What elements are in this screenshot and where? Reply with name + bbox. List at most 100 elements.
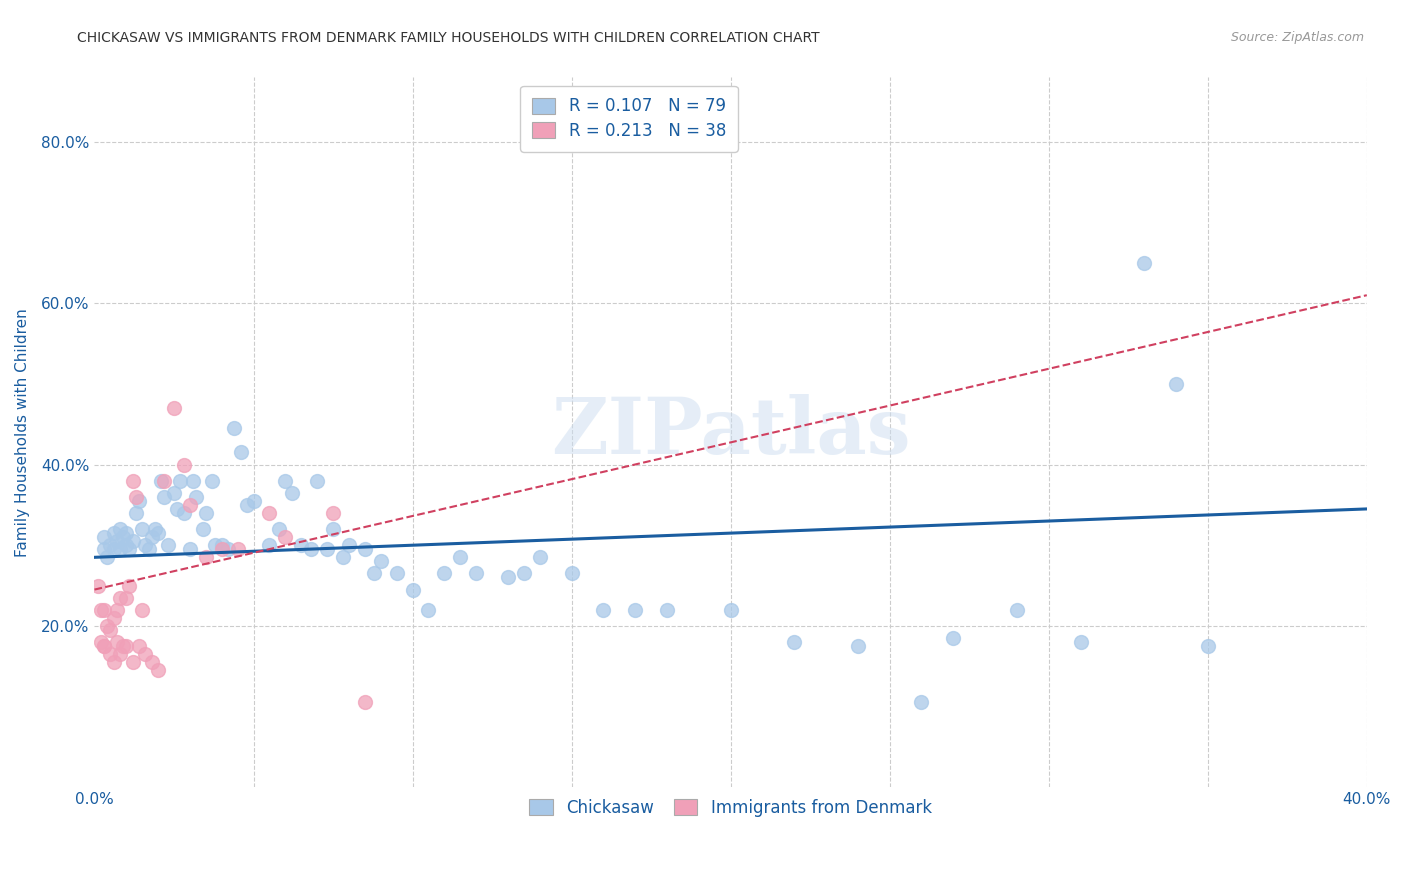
Point: [1164, 376, 1187, 391]
Point: [496, 570, 519, 584]
Point: [141, 530, 163, 544]
Point: [96, 550, 118, 565]
Point: [105, 635, 128, 649]
Point: [385, 566, 408, 581]
Point: [337, 538, 360, 552]
Point: [103, 526, 125, 541]
Point: [90, 635, 112, 649]
Point: [624, 603, 647, 617]
Point: [783, 635, 806, 649]
Point: [150, 474, 173, 488]
Point: [156, 538, 179, 552]
Point: [163, 401, 186, 416]
Point: [115, 639, 138, 653]
Point: [121, 655, 143, 669]
Point: [93, 639, 115, 653]
Point: [169, 474, 191, 488]
Point: [125, 490, 148, 504]
Point: [103, 611, 125, 625]
Point: [217, 542, 239, 557]
Point: [146, 526, 169, 541]
Point: [143, 522, 166, 536]
Point: [592, 603, 614, 617]
Point: [465, 566, 488, 581]
Point: [100, 647, 122, 661]
Point: [322, 522, 344, 536]
Point: [655, 603, 678, 617]
Point: [332, 550, 354, 565]
Point: [226, 542, 249, 557]
Point: [307, 474, 329, 488]
Point: [105, 534, 128, 549]
Point: [942, 631, 965, 645]
Point: [229, 445, 252, 459]
Point: [93, 639, 115, 653]
Point: [561, 566, 583, 581]
Point: [141, 655, 163, 669]
Text: CHICKASAW VS IMMIGRANTS FROM DENMARK FAMILY HOUSEHOLDS WITH CHILDREN CORRELATION: CHICKASAW VS IMMIGRANTS FROM DENMARK FAM…: [77, 31, 820, 45]
Point: [138, 542, 160, 557]
Point: [118, 542, 141, 557]
Point: [1070, 635, 1092, 649]
Point: [173, 506, 195, 520]
Point: [242, 493, 264, 508]
Point: [115, 591, 138, 605]
Point: [108, 591, 131, 605]
Legend: Chickasaw, Immigrants from Denmark: Chickasaw, Immigrants from Denmark: [522, 790, 941, 825]
Point: [146, 663, 169, 677]
Point: [153, 490, 176, 504]
Point: [105, 603, 128, 617]
Point: [121, 474, 143, 488]
Point: [134, 647, 156, 661]
Point: [1133, 256, 1156, 270]
Point: [86, 578, 108, 592]
Point: [100, 623, 122, 637]
Point: [353, 542, 375, 557]
Point: [211, 538, 233, 552]
Point: [353, 696, 375, 710]
Point: [290, 538, 312, 552]
Point: [112, 530, 135, 544]
Point: [513, 566, 536, 581]
Point: [267, 522, 290, 536]
Point: [401, 582, 423, 597]
Point: [370, 554, 392, 568]
Point: [433, 566, 456, 581]
Point: [259, 538, 281, 552]
Point: [224, 421, 246, 435]
Point: [128, 493, 150, 508]
Point: [173, 458, 195, 472]
Point: [100, 538, 122, 552]
Point: [93, 542, 115, 557]
Point: [125, 506, 148, 520]
Point: [299, 542, 322, 557]
Point: [179, 498, 201, 512]
Point: [131, 522, 153, 536]
Point: [112, 639, 135, 653]
Point: [1005, 603, 1028, 617]
Point: [204, 538, 226, 552]
Point: [274, 474, 297, 488]
Y-axis label: Family Households with Children: Family Households with Children: [15, 308, 30, 557]
Point: [96, 619, 118, 633]
Point: [1197, 639, 1219, 653]
Point: [115, 526, 138, 541]
Point: [103, 655, 125, 669]
Point: [163, 485, 186, 500]
Point: [418, 603, 440, 617]
Point: [846, 639, 869, 653]
Point: [108, 647, 131, 661]
Point: [194, 550, 217, 565]
Point: [191, 522, 214, 536]
Point: [131, 603, 153, 617]
Point: [118, 578, 141, 592]
Point: [449, 550, 471, 565]
Point: [181, 474, 204, 488]
Point: [259, 506, 281, 520]
Point: [128, 639, 150, 653]
Point: [108, 522, 131, 536]
Text: ZIPatlas: ZIPatlas: [551, 394, 911, 470]
Point: [115, 538, 138, 552]
Point: [322, 506, 344, 520]
Point: [121, 534, 143, 549]
